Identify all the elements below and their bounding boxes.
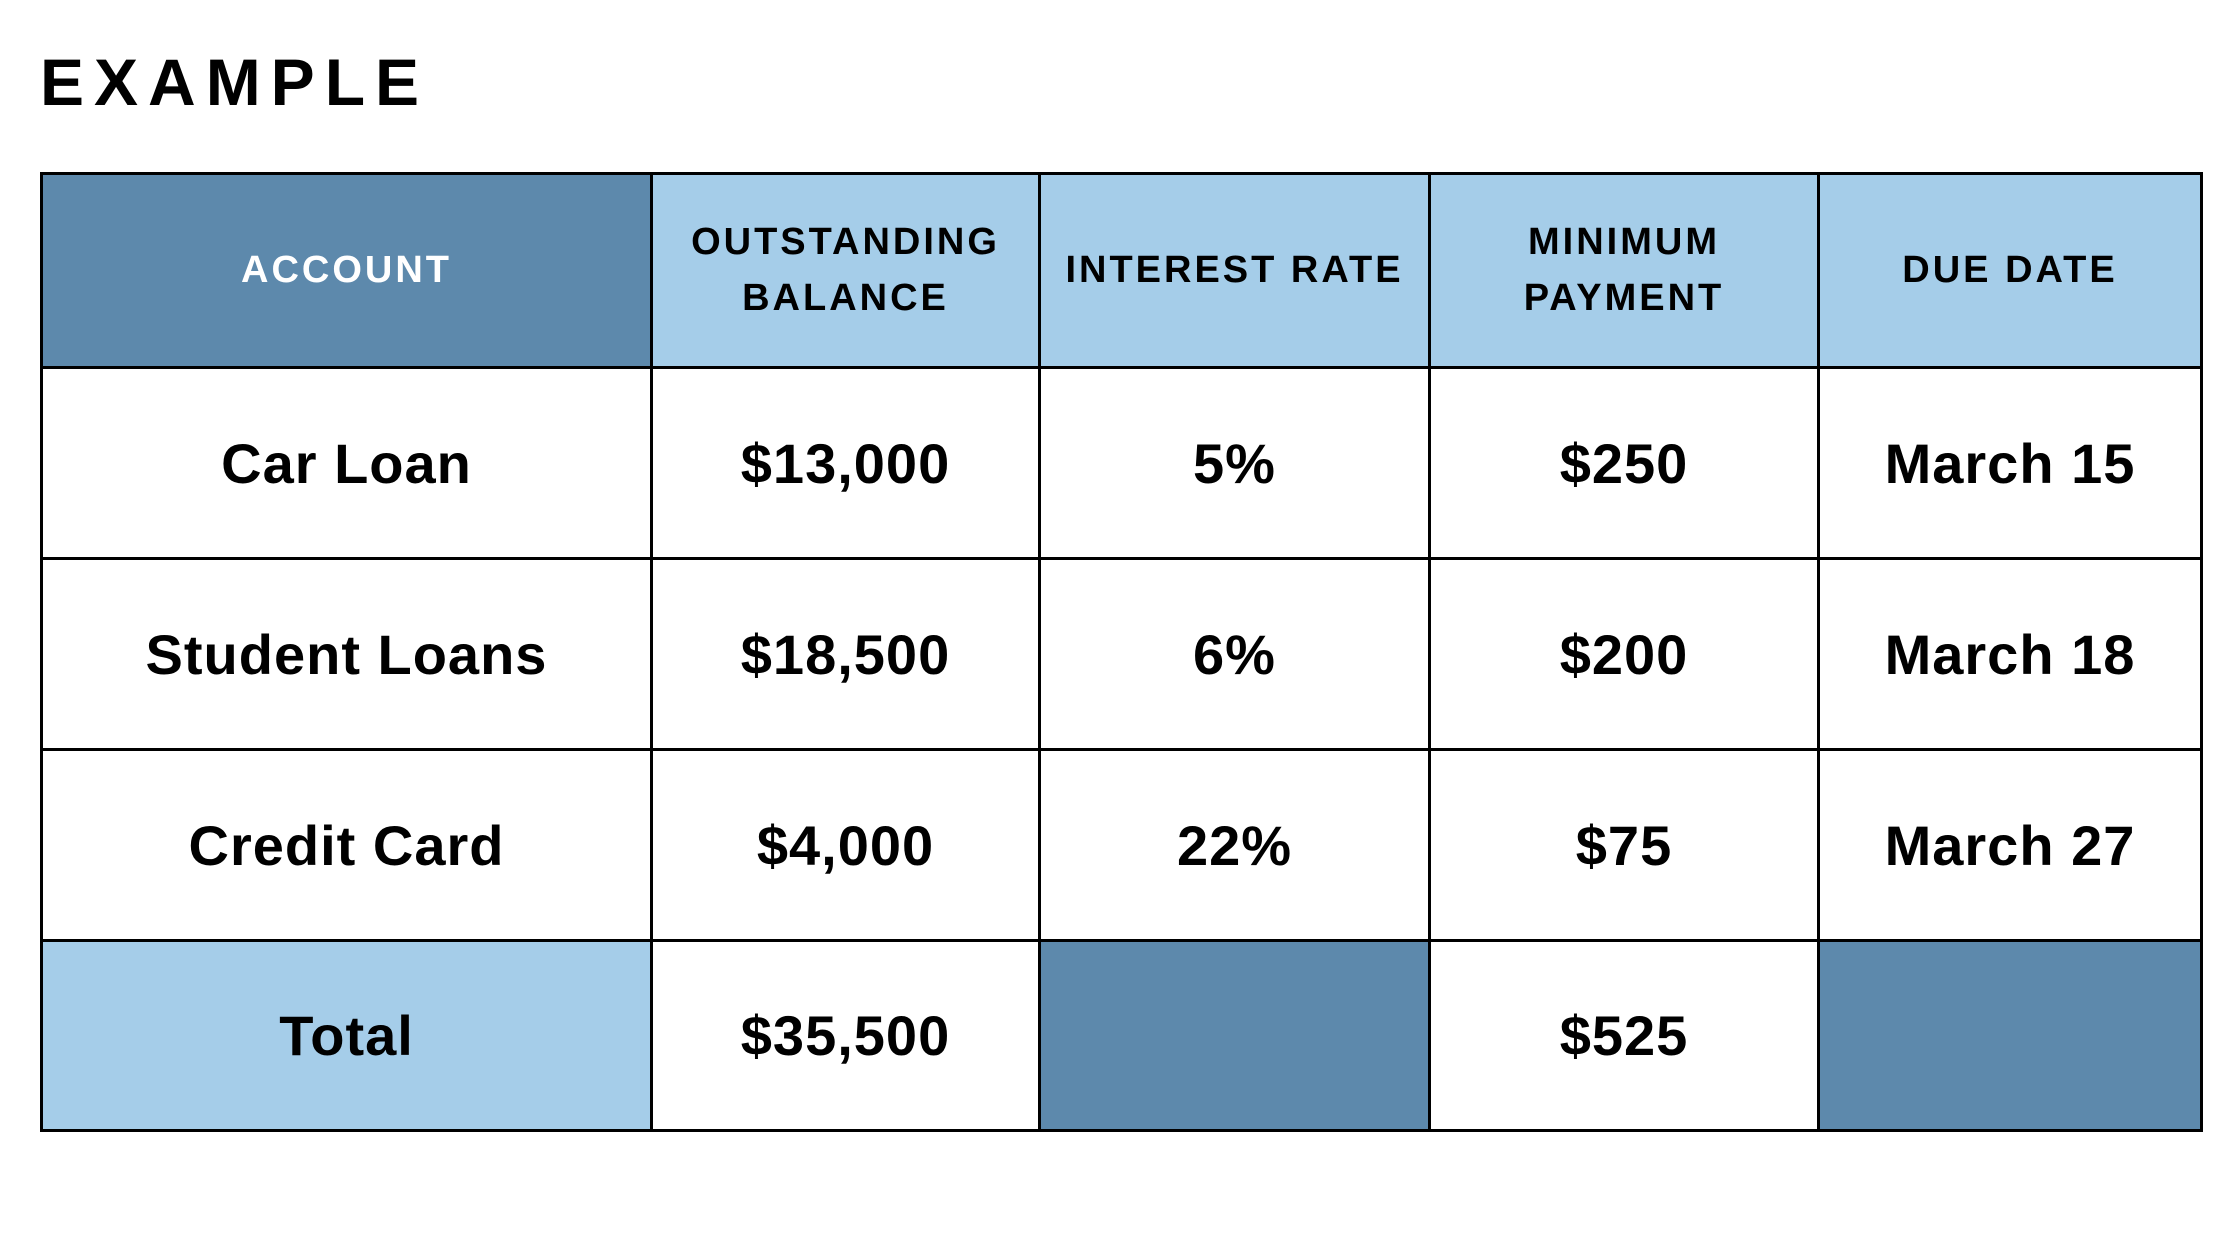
cell-outstanding-balance: $4,000 [650, 748, 1041, 942]
column-header-label: MINIMUM PAYMENT [1523, 221, 1725, 319]
column-header-label: OUTSTANDING BALANCE [691, 221, 1000, 319]
column-header-interest-rate: INTEREST RATE [1038, 172, 1431, 369]
column-header-due-date: DUE DATE [1817, 172, 2203, 369]
table-row-student-loans: Student Loans $18,500 6% $200 March 18 [40, 557, 2203, 751]
debt-table: ACCOUNT OUTSTANDING BALANCE INTEREST RAT… [40, 172, 2203, 1132]
cell-text: Car Loan [221, 431, 472, 495]
cell-interest-rate: 6% [1038, 557, 1431, 751]
cell-outstanding-balance: $18,500 [650, 557, 1041, 751]
column-header-label: DUE DATE [1902, 248, 2118, 291]
cell-total-outstanding-balance: $35,500 [650, 939, 1041, 1132]
column-header-label: ACCOUNT [241, 248, 452, 291]
cell-text: $18,500 [740, 622, 951, 686]
cell-text: $75 [1575, 813, 1673, 877]
total-row: Total $35,500 $525 [40, 939, 2203, 1132]
cell-account: Student Loans [40, 557, 653, 751]
cell-text: $200 [1559, 622, 1689, 686]
column-header-account: ACCOUNT [40, 172, 653, 369]
column-header-minimum-payment: MINIMUM PAYMENT [1428, 172, 1820, 369]
cell-text: March 18 [1884, 622, 2136, 686]
table-row-credit-card: Credit Card $4,000 22% $75 March 27 [40, 748, 2203, 942]
cell-minimum-payment: $200 [1428, 557, 1820, 751]
column-header-label: INTEREST RATE [1065, 248, 1404, 291]
cell-text: $13,000 [740, 431, 951, 495]
cell-interest-rate: 22% [1038, 748, 1431, 942]
cell-text: Credit Card [188, 813, 505, 877]
page-title: EXAMPLE [40, 45, 430, 119]
cell-text: March 27 [1884, 813, 2136, 877]
cell-minimum-payment: $75 [1428, 748, 1820, 942]
column-header-outstanding-balance: OUTSTANDING BALANCE [650, 172, 1041, 369]
cell-text: March 15 [1884, 431, 2136, 495]
header-row: ACCOUNT OUTSTANDING BALANCE INTEREST RAT… [40, 172, 2203, 369]
cell-text: 22% [1176, 813, 1293, 877]
cell-text: $525 [1559, 1004, 1689, 1067]
cell-text: Student Loans [145, 622, 548, 686]
cell-account: Car Loan [40, 366, 653, 560]
cell-total-label: Total [40, 939, 653, 1132]
table-row-car-loan: Car Loan $13,000 5% $250 March 15 [40, 366, 2203, 560]
cell-total-due-date-empty [1817, 939, 2203, 1132]
cell-total-minimum-payment: $525 [1428, 939, 1820, 1132]
cell-text: $250 [1559, 431, 1689, 495]
cell-text: 6% [1193, 622, 1276, 686]
cell-text: Total [279, 1004, 414, 1067]
cell-due-date: March 18 [1817, 557, 2203, 751]
cell-outstanding-balance: $13,000 [650, 366, 1041, 560]
cell-text: $4,000 [756, 813, 935, 877]
cell-interest-rate: 5% [1038, 366, 1431, 560]
cell-total-interest-rate-empty [1038, 939, 1431, 1132]
cell-due-date: March 15 [1817, 366, 2203, 560]
cell-due-date: March 27 [1817, 748, 2203, 942]
cell-text: 5% [1193, 431, 1276, 495]
cell-text: $35,500 [740, 1004, 951, 1067]
cell-minimum-payment: $250 [1428, 366, 1820, 560]
cell-account: Credit Card [40, 748, 653, 942]
